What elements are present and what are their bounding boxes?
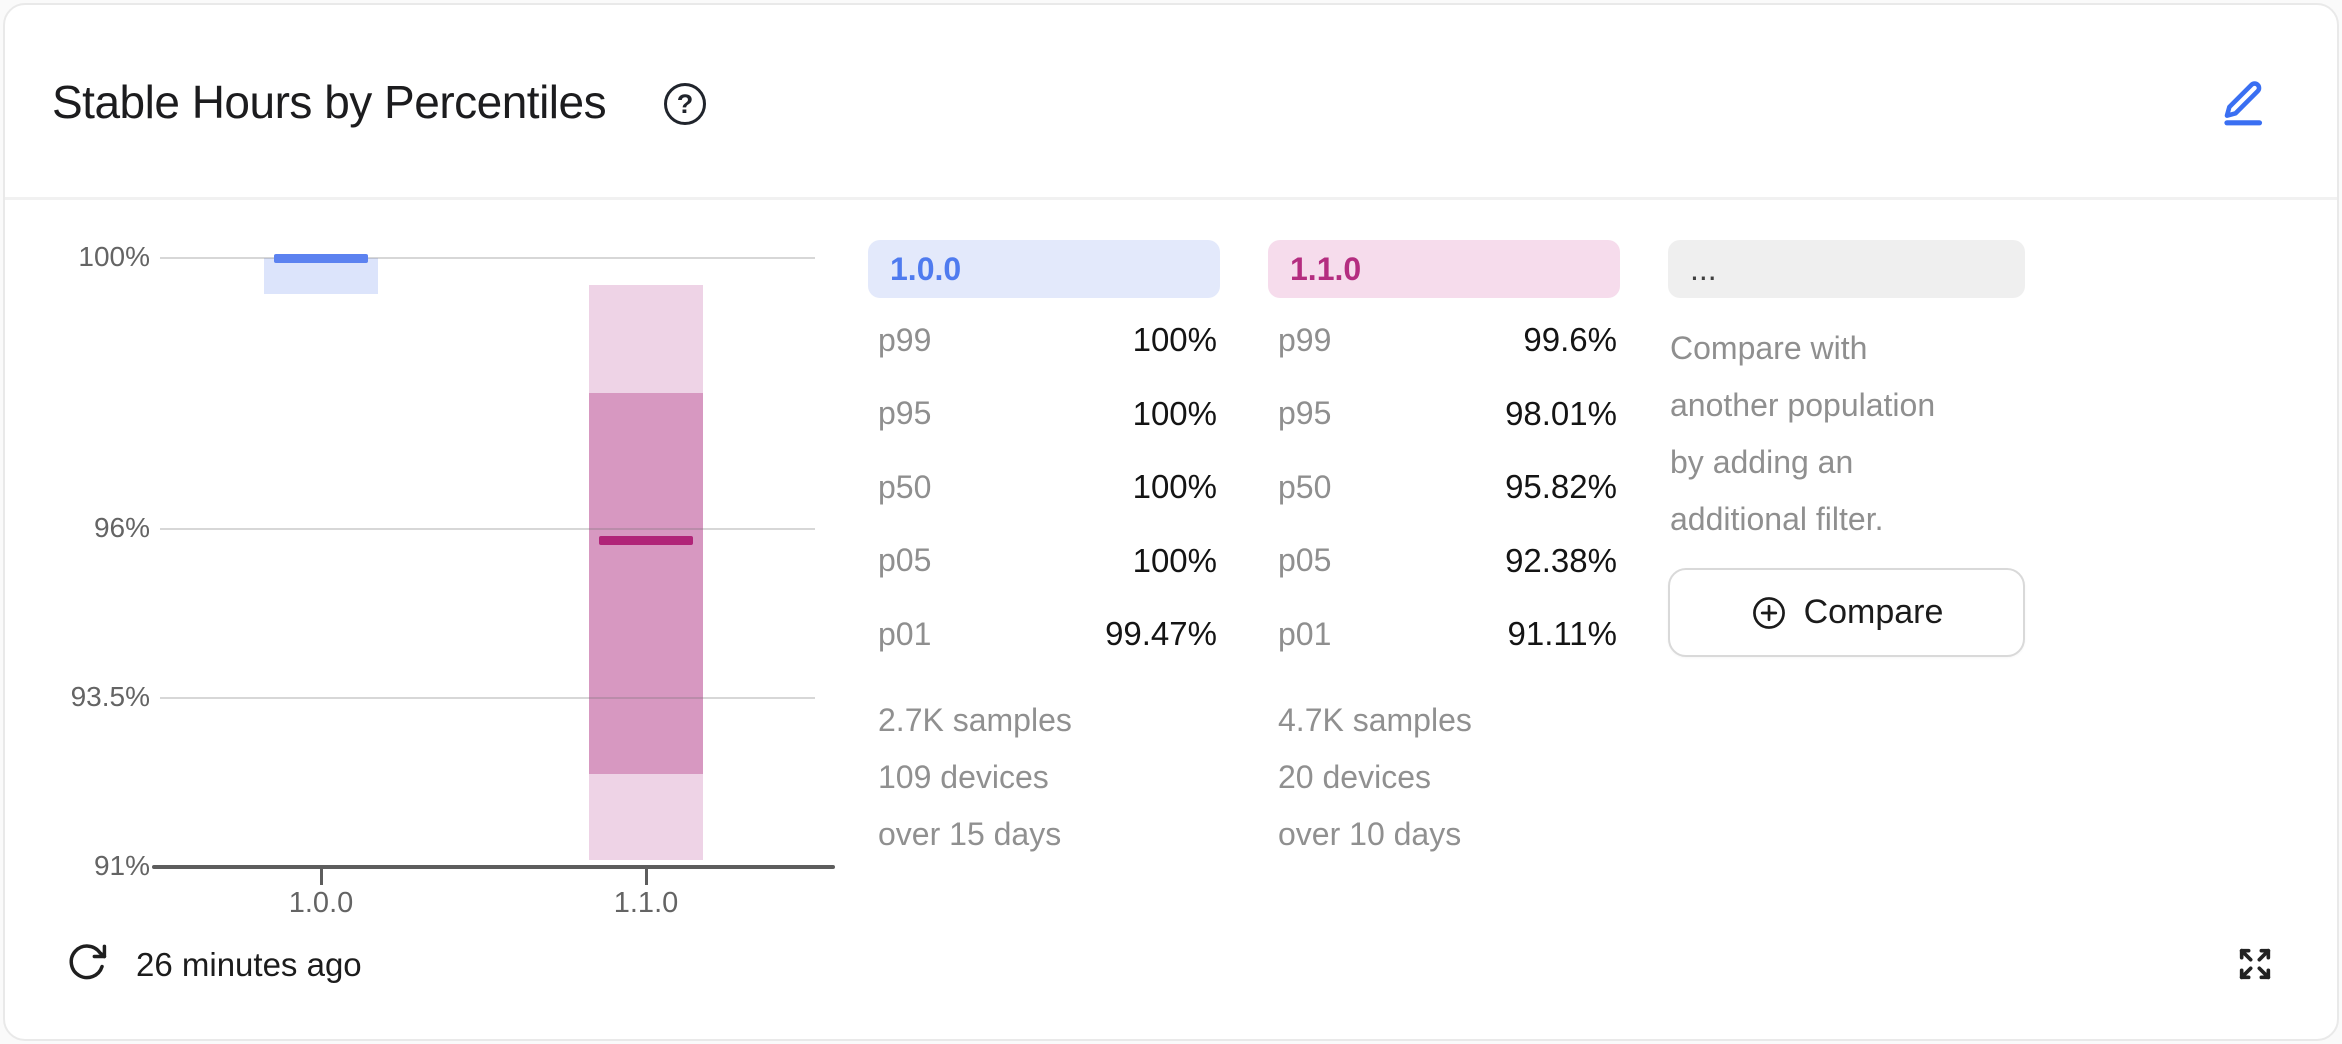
percentile-label: p50: [878, 468, 932, 505]
pencil-icon: [2217, 80, 2269, 131]
percentile-label: p01: [878, 615, 932, 652]
version-badge: 1.0.0: [868, 240, 1220, 298]
stable-hours-card: Stable Hours by Percentiles ? 100% 96% 93.…: [3, 3, 2339, 1041]
expand-icon: [2235, 948, 2275, 987]
percentile-value: 95.82%: [1505, 468, 1617, 505]
percentile-row: p05 100%: [878, 539, 1217, 583]
compare-button[interactable]: Compare: [1668, 568, 2025, 657]
percentile-row: p95 98.01%: [1278, 392, 1617, 436]
compare-button-label: Compare: [1803, 593, 1944, 631]
header-divider: [5, 197, 2337, 200]
compare-column: ... Compare with another population by a…: [1668, 240, 2025, 940]
percentile-row: p95 100%: [878, 392, 1217, 436]
y-axis-label: 91%: [93, 850, 150, 882]
percentile-row: p05 92.38%: [1278, 539, 1617, 583]
percentile-label: p05: [1278, 542, 1332, 578]
refresh-button[interactable]: [57, 933, 117, 993]
percentile-label: p05: [878, 542, 932, 578]
gridline-100%: [160, 257, 815, 259]
percentile-value: 91.11%: [1507, 615, 1617, 652]
x-axis-label: 1.0.0: [288, 887, 354, 920]
box-inner-1.1.0: [589, 392, 703, 774]
percentile-value: 100%: [1132, 468, 1217, 505]
gridline-93.5%: [160, 697, 815, 700]
y-axis-label: 96%: [93, 511, 150, 543]
page-title: Stable Hours by Percentiles: [52, 76, 607, 128]
device-count: 109 devices: [878, 759, 1049, 795]
percentile-value: 92.38%: [1505, 541, 1617, 579]
stats-column-1: 1.0.0 p99 100% p95 100% p50 100% p05 100% p0…: [868, 240, 1220, 940]
refresh-icon: [65, 943, 109, 987]
stats-column-2: 1.1.0 p99 99.6% p95 98.01% p50 95.82% p05 92…: [1268, 240, 1620, 940]
ellipsis-badge: ...: [1668, 240, 2025, 298]
help-icon[interactable]: ?: [664, 83, 706, 125]
percentile-value: 99.47%: [1105, 615, 1217, 652]
percentile-label: p99: [1278, 321, 1332, 358]
last-updated-text: 26 minutes ago: [136, 946, 362, 983]
sample-count: 2.7K samples: [878, 702, 1072, 738]
percentile-label: p95: [1278, 395, 1332, 431]
y-axis-label: 100%: [78, 241, 150, 272]
percentile-label: p01: [1278, 615, 1332, 652]
percentile-value: 98.01%: [1505, 394, 1617, 432]
duration-text: over 10 days: [1278, 816, 1462, 852]
percentile-row: p50 95.82%: [1278, 465, 1617, 509]
percentile-label: p99: [878, 321, 932, 358]
box-outer-1.0.0: [264, 258, 378, 294]
expand-button[interactable]: [2227, 937, 2283, 993]
device-count: 20 devices: [1278, 759, 1431, 795]
circle-plus-icon: [1750, 594, 1788, 632]
median-line-1.0.0: [274, 253, 368, 263]
percentile-value: 100%: [1132, 394, 1217, 432]
compare-description: Compare with another population by addin…: [1670, 330, 1936, 537]
percentile-row: p50 100%: [878, 465, 1217, 509]
percentile-row: p99 99.6%: [1278, 318, 1617, 362]
x-axis-tick: [319, 869, 323, 886]
x-axis-label: 1.1.0: [613, 887, 679, 920]
x-axis-tick: [644, 869, 648, 886]
x-axis-line: [152, 865, 835, 870]
percentile-value: 100%: [1132, 321, 1217, 358]
percentile-value: 100%: [1132, 541, 1217, 579]
percentile-row: p99 100%: [878, 318, 1217, 362]
edit-button[interactable]: [2215, 75, 2271, 131]
median-line-1.1.0: [599, 536, 693, 546]
sample-count: 4.7K samples: [1278, 702, 1472, 738]
gridline-96%: [160, 527, 815, 530]
percentile-label: p50: [1278, 468, 1332, 505]
y-axis-label: 93.5%: [70, 681, 150, 713]
duration-text: over 15 days: [878, 816, 1062, 852]
version-badge: 1.1.0: [1268, 240, 1620, 298]
percentile-row: p01 91.11%: [1278, 612, 1617, 656]
percentile-label: p95: [878, 395, 932, 431]
percentile-value: 99.6%: [1523, 321, 1617, 358]
percentile-row: p01 99.47%: [878, 612, 1217, 656]
